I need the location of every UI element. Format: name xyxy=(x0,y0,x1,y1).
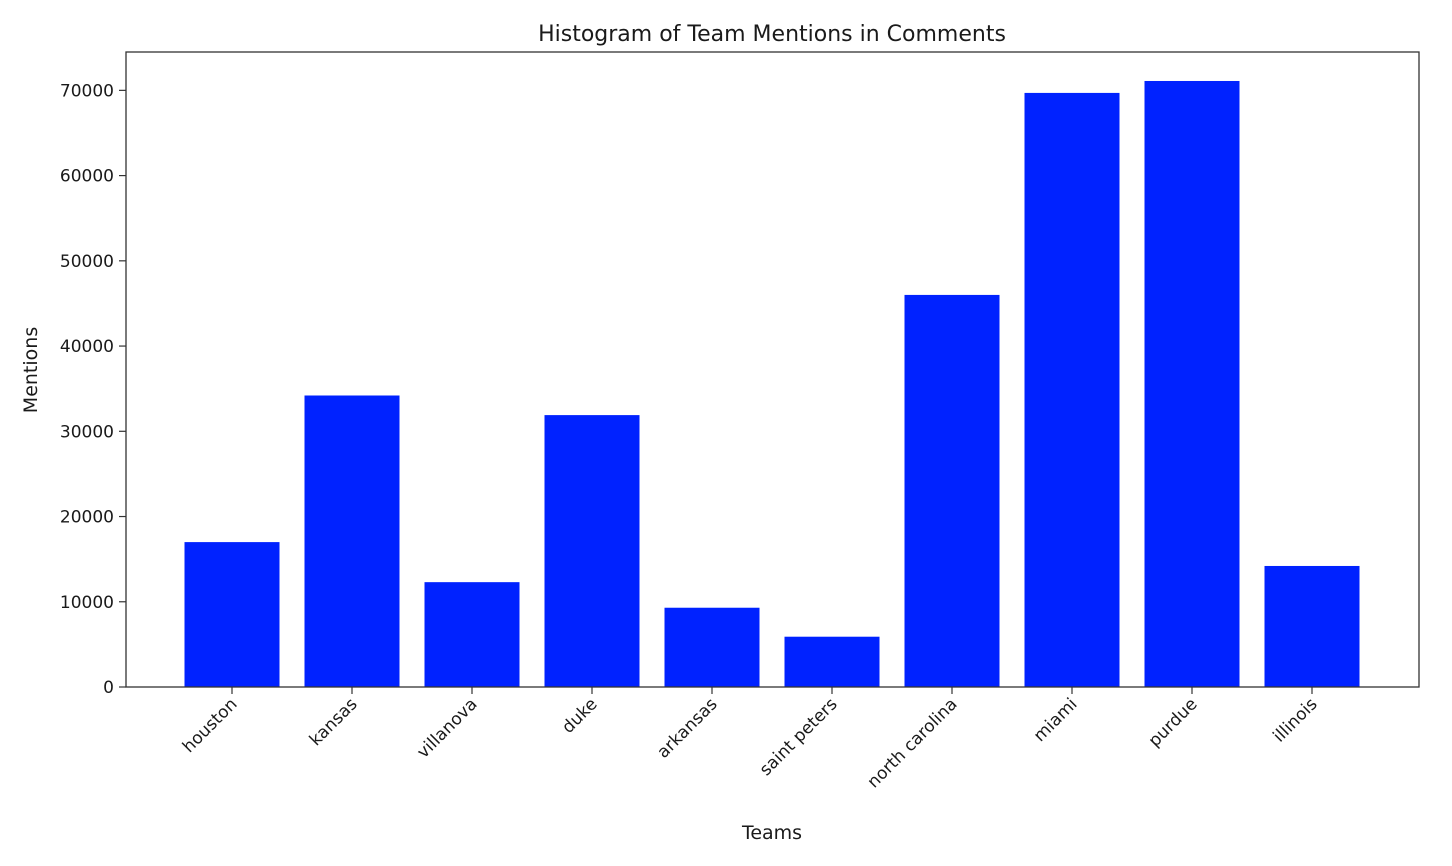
x-tick-label: north carolina xyxy=(864,694,962,792)
x-tick-label: duke xyxy=(558,694,601,737)
x-tick-label: miami xyxy=(1030,694,1082,746)
y-tick-label: 70000 xyxy=(60,81,114,101)
y-tick-label: 0 xyxy=(103,678,114,698)
y-tick-label: 50000 xyxy=(60,252,114,272)
x-tick-label: kansas xyxy=(306,694,362,750)
y-axis-label: Mentions xyxy=(20,327,42,413)
y-tick-label: 10000 xyxy=(60,593,114,613)
y-tick-label: 60000 xyxy=(60,167,114,187)
y-tick-label: 30000 xyxy=(60,422,114,442)
x-tick-label: saint peters xyxy=(756,694,842,780)
bar-duke xyxy=(544,415,640,687)
bar-villanova xyxy=(424,582,520,687)
bar-saint-peters xyxy=(784,636,880,687)
bar-arkansas xyxy=(664,607,760,687)
bar-miami xyxy=(1024,92,1120,688)
x-tick-label: arkansas xyxy=(653,694,721,762)
x-axis-ticks: houston kansas villanova duke arkansas saint … xyxy=(179,687,1322,792)
plot-frame xyxy=(125,51,1420,688)
bar-purdue xyxy=(1144,80,1240,688)
x-tick-label: houston xyxy=(179,694,242,757)
y-tick-label: 40000 xyxy=(60,337,114,357)
chart-title: Histogram of Team Mentions in Comments xyxy=(538,22,1006,47)
bars-layer xyxy=(184,80,1360,688)
bar-kansas xyxy=(304,395,400,687)
bar-north-carolina xyxy=(904,294,1000,687)
bar-illinois xyxy=(1264,565,1360,687)
x-tick-label: purdue xyxy=(1145,694,1202,751)
x-axis-label: Teams xyxy=(741,822,802,844)
y-axis-ticks: 0 10000 20000 30000 40000 50000 60000 70000 xyxy=(60,81,126,698)
x-tick-label: villanova xyxy=(413,694,481,762)
y-tick-label: 20000 xyxy=(60,508,114,528)
x-tick-label: illinois xyxy=(1269,694,1321,746)
bar-houston xyxy=(184,542,280,687)
